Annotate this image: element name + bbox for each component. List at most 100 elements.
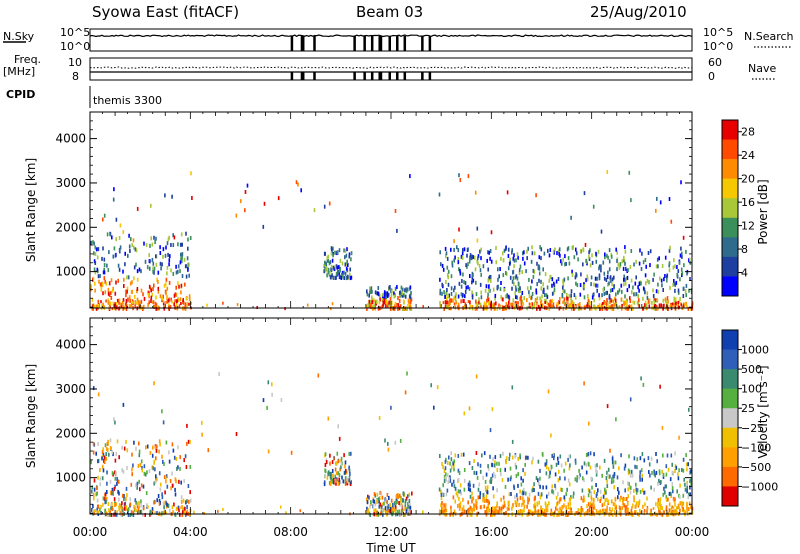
power-echo-cell	[487, 292, 489, 297]
power-echo-cell	[164, 193, 166, 198]
power-echo-cell	[656, 298, 659, 303]
power-echo-cell	[349, 267, 351, 272]
power-echo-cell	[94, 245, 97, 250]
velocity-colorbar-segment	[722, 486, 738, 507]
velocity-echo-cell	[607, 499, 610, 504]
velocity-echo-cell	[617, 495, 619, 500]
velocity-echo-cell	[582, 498, 584, 503]
velocity-echo-cell	[177, 465, 179, 470]
velocity-echo-cell	[324, 469, 327, 474]
power-echo-cell	[332, 246, 334, 251]
velocity-echo-cell	[492, 507, 494, 511]
velocity-echo-cell	[596, 511, 598, 515]
power-echo-cell	[371, 305, 373, 310]
power-echo-cell	[517, 287, 520, 292]
power-echo-cell	[184, 306, 187, 311]
power-echo-cell	[548, 306, 551, 311]
power-echo-cell	[564, 301, 566, 306]
velocity-echo-cell	[490, 480, 493, 484]
velocity-colorbar-segment	[722, 447, 738, 468]
power-echo-cell	[131, 280, 133, 285]
velocity-echo-cell	[168, 450, 170, 455]
velocity-echo-cell	[172, 448, 175, 453]
power-echo-cell	[662, 288, 664, 292]
velocity-echo-cell	[173, 502, 175, 507]
velocity-echo-cell	[613, 474, 615, 479]
power-echo-cell	[405, 287, 407, 292]
power-echo-cell	[583, 284, 585, 289]
power-echo-cell	[136, 206, 139, 211]
velocity-echo-cell	[636, 457, 639, 462]
velocity-echo-cell	[138, 441, 140, 446]
power-echo-cell	[535, 193, 537, 198]
velocity-echo-cell	[524, 471, 526, 476]
power-echo-cell	[116, 299, 119, 303]
velocity-echo-cell	[635, 501, 638, 506]
power-echo-cell	[118, 298, 121, 303]
velocity-echo-cell	[682, 468, 685, 473]
power-echo-cell	[120, 302, 122, 306]
power-echo-cell	[620, 297, 623, 302]
power-echo-cell	[148, 266, 151, 271]
velocity-colorbar-tick-label: −1000	[741, 480, 778, 493]
velocity-echo-cell	[503, 503, 506, 508]
power-echo-cell	[126, 286, 129, 291]
power-echo-cell	[179, 269, 181, 274]
power-echo-cell	[368, 299, 371, 304]
velocity-echo-cell	[522, 496, 524, 501]
velocity-echo-cell	[552, 452, 555, 457]
power-echo-cell	[605, 291, 607, 296]
power-echo-cell	[680, 180, 682, 185]
power-echo-cell	[501, 251, 504, 256]
velocity-echo-cell	[622, 480, 624, 485]
velocity-echo-cell	[217, 509, 219, 513]
velocity-echo-cell	[578, 475, 580, 480]
power-echo-cell	[490, 259, 493, 264]
power-echo-cell	[623, 300, 625, 304]
power-echo-cell	[471, 280, 473, 285]
power-echo-cell	[494, 296, 496, 301]
power-echo-cell	[540, 279, 542, 284]
velocity-echo-cell	[158, 471, 161, 476]
velocity-echo-cell	[572, 491, 575, 496]
velocity-echo-cell	[184, 506, 186, 511]
velocity-ytick-label: 1000	[55, 471, 86, 485]
velocity-echo-cell	[547, 389, 550, 394]
velocity-echo-cell	[650, 456, 653, 461]
velocity-echo-cell	[531, 460, 533, 465]
power-echo-cell	[115, 302, 118, 306]
power-echo-cell	[166, 286, 169, 291]
velocity-echo-cell	[514, 454, 516, 459]
velocity-echo-cell	[182, 498, 185, 503]
velocity-echo-cell	[579, 473, 581, 478]
power-echo-cell	[624, 294, 626, 299]
power-echo-cell	[403, 293, 405, 298]
power-colorbar-label: Power [dB]	[756, 179, 770, 244]
velocity-echo-cell	[500, 509, 503, 514]
power-echo-cell	[557, 249, 560, 254]
power-echo-cell	[476, 226, 479, 231]
power-echo-cell	[502, 297, 504, 302]
velocity-echo-cell	[368, 495, 370, 500]
power-echo-cell	[284, 307, 286, 311]
power-echo-cell	[538, 255, 541, 260]
velocity-echo-cell	[335, 481, 337, 486]
velocity-echo-cell	[141, 468, 144, 473]
velocity-echo-cell	[445, 509, 448, 512]
velocity-echo-cell	[686, 509, 688, 514]
power-echo-cell	[623, 282, 625, 287]
power-echo-cell	[154, 305, 156, 309]
power-echo-cell	[605, 278, 608, 282]
velocity-echo-cell	[489, 428, 492, 433]
power-echo-cell	[598, 266, 600, 271]
power-echo-cell	[612, 302, 615, 307]
power-echo-cell	[587, 294, 589, 299]
power-echo-cell	[184, 302, 187, 307]
power-echo-cell	[342, 275, 344, 280]
power-echo-cell	[540, 299, 543, 303]
power-echo-cell	[450, 247, 452, 252]
power-echo-cell	[171, 194, 173, 199]
velocity-echo-cell	[483, 451, 486, 456]
power-echo-cell	[577, 306, 580, 311]
power-echo-cell	[185, 274, 188, 279]
